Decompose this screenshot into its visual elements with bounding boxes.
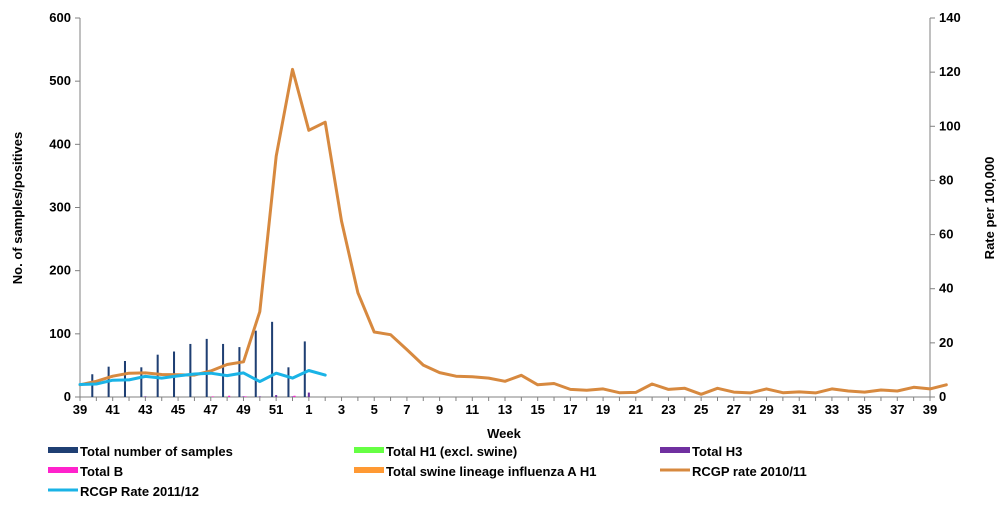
bar: [140, 367, 143, 397]
bar: [144, 396, 147, 397]
y-right-tick-label: 20: [939, 335, 953, 350]
legend-label: Total H3: [692, 444, 742, 459]
legend-label: Total H1 (excl. swine): [386, 444, 517, 459]
x-tick-label: 49: [236, 402, 250, 417]
x-tick-label: 31: [792, 402, 806, 417]
y-right-tick-label: 60: [939, 227, 953, 242]
bar: [244, 396, 247, 397]
x-tick-label: 37: [890, 402, 904, 417]
x-tick-label: 27: [727, 402, 741, 417]
y-right-tick-label: 40: [939, 281, 953, 296]
bar: [91, 374, 94, 397]
bar: [238, 347, 241, 397]
bar: [303, 341, 306, 397]
x-tick-label: 29: [759, 402, 773, 417]
chart-axes: [75, 17, 935, 401]
y-axis-right-title: Rate per 100,000: [982, 157, 997, 260]
x-tick-label: 5: [371, 402, 378, 417]
x-tick-label: 13: [498, 402, 512, 417]
x-tick-label: 7: [403, 402, 410, 417]
y-left-tick-label: 400: [49, 136, 71, 151]
bar: [205, 338, 208, 397]
bar: [156, 354, 159, 397]
x-tick-label: 21: [629, 402, 643, 417]
legend-label: Total B: [80, 464, 123, 479]
x-tick-label: 3: [338, 402, 345, 417]
x-tick-label: 23: [661, 402, 675, 417]
x-tick-label: 39: [923, 402, 937, 417]
y-right-tick-label: 80: [939, 172, 953, 187]
legend-label: RCGP rate 2010/11: [692, 464, 807, 479]
bar: [275, 395, 278, 397]
bar: [242, 396, 245, 397]
legend-swatch: [660, 447, 690, 453]
x-tick-label: 51: [269, 402, 283, 417]
line-series-group: [78, 67, 948, 396]
y-right-tick-label: 100: [939, 118, 961, 133]
x-tick-label: 41: [105, 402, 119, 417]
bar-series-group: [91, 321, 310, 397]
bar: [189, 343, 192, 397]
legend-label: RCGP Rate 2011/12: [80, 484, 199, 499]
x-tick-label: 47: [204, 402, 218, 417]
y-right-tick-label: 120: [939, 64, 961, 79]
bar: [258, 396, 261, 397]
bar: [271, 321, 274, 397]
y-left-tick-label: 300: [49, 200, 71, 215]
legend-swatch: [354, 467, 384, 473]
x-tick-label: 17: [563, 402, 577, 417]
y-left-tick-label: 100: [49, 326, 71, 341]
x-tick-label: 43: [138, 402, 152, 417]
y-left-tick-label: 0: [64, 389, 71, 404]
bar: [211, 396, 214, 397]
x-tick-label: 11: [465, 402, 479, 417]
y-left-tick-label: 200: [49, 263, 71, 278]
bar: [228, 395, 231, 397]
bar: [293, 395, 296, 397]
y-left-tick-label: 600: [49, 10, 71, 25]
chart-legend: Total number of samples Total H1 (excl. s…: [48, 444, 807, 499]
x-axis-title: Week: [487, 426, 521, 441]
series-line: [78, 67, 948, 396]
y-axis-left-title: No. of samples/positives: [10, 132, 25, 284]
bar: [291, 396, 294, 397]
x-tick-label: 19: [596, 402, 610, 417]
y-left-tick-label: 500: [49, 73, 71, 88]
legend-swatch: [48, 467, 78, 473]
legend-swatch: [354, 447, 384, 453]
x-tick-label: 35: [857, 402, 871, 417]
legend-label: Total number of samples: [80, 444, 233, 459]
x-tick-label: 9: [436, 402, 443, 417]
bar: [287, 367, 290, 397]
x-tick-label: 25: [694, 402, 708, 417]
x-tick-label: 1: [305, 402, 312, 417]
x-tick-label: 45: [171, 402, 185, 417]
y-right-tick-label: 140: [939, 10, 961, 25]
x-tick-label: 39: [73, 402, 87, 417]
x-tick-label: 15: [530, 402, 544, 417]
bar: [222, 343, 225, 397]
bar: [254, 330, 257, 397]
y-right-tick-label: 0: [939, 389, 946, 404]
legend-swatch: [48, 447, 78, 453]
series-line: [78, 369, 327, 386]
x-tick-label: 33: [825, 402, 839, 417]
bar: [307, 392, 310, 397]
legend-label: Total swine lineage influenza A H1: [386, 464, 596, 479]
